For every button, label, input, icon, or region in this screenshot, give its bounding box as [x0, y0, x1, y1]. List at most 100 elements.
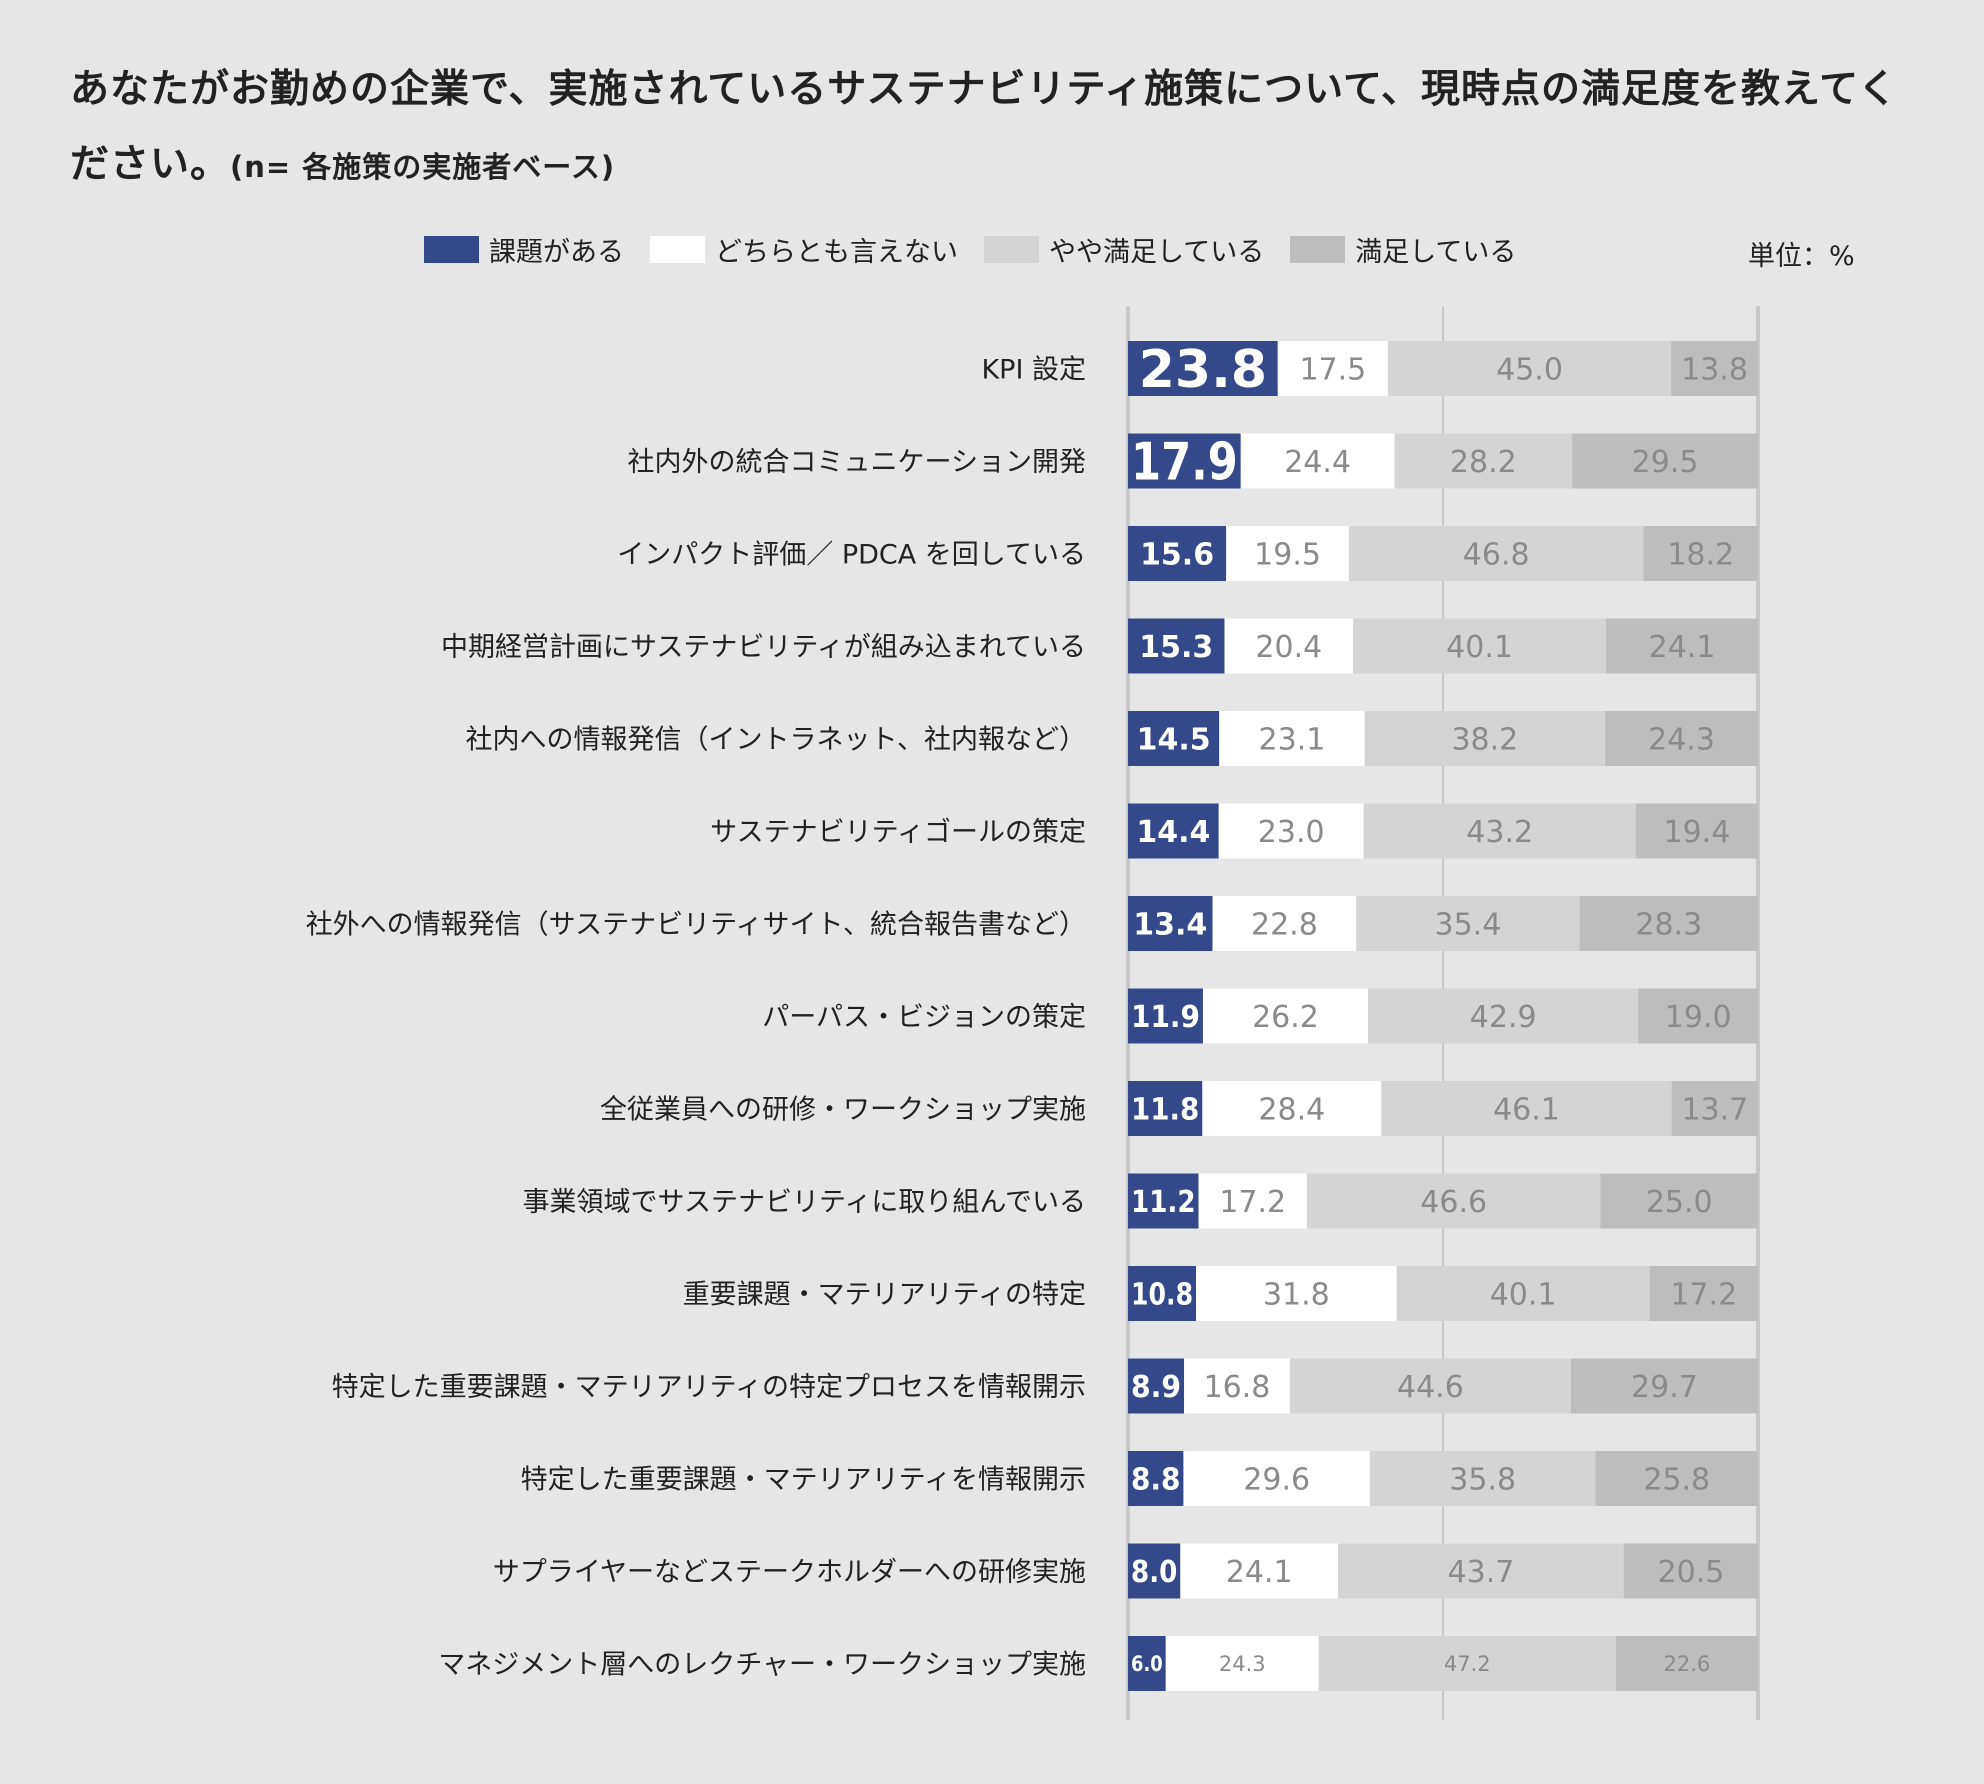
category-label: 特定した重要課題・マテリアリティの特定プロセスを情報開示	[332, 1372, 1086, 1403]
value-label-somewhat-satisfied: 46.1	[1493, 1092, 1560, 1127]
chart-title-note: (n= 各施策の実施者ベース)	[230, 150, 616, 184]
value-label-somewhat-satisfied: 42.9	[1470, 1000, 1537, 1035]
value-label-issue: 8.9	[1131, 1370, 1181, 1405]
category-label: 特定した重要課題・マテリアリティを情報開示	[521, 1465, 1086, 1496]
value-label-neutral: 24.3	[1219, 1652, 1266, 1676]
value-label-satisfied: 20.5	[1658, 1555, 1725, 1590]
value-label-satisfied: 19.0	[1665, 1000, 1732, 1035]
legend-swatch-issue	[424, 236, 479, 263]
bar-segment-somewhat-satisfied	[1381, 1081, 1672, 1136]
category-label: 社内外の統合コミュニケーション開発	[628, 447, 1086, 478]
value-label-satisfied: 29.5	[1632, 445, 1699, 480]
category-label: KPI 設定	[981, 355, 1086, 386]
bar-row: インパクト評価／ PDCA を回している 15.6 19.5 46.8 18.2	[617, 526, 1758, 581]
bar-segment-neutral	[1180, 1543, 1338, 1599]
bar-segment-somewhat-satisfied	[1338, 1543, 1624, 1599]
bar-segment-neutral	[1226, 526, 1349, 581]
bar-segment-neutral	[1202, 1081, 1382, 1136]
value-label-issue: 17.9	[1131, 433, 1238, 493]
bar-row: 重要課題・マテリアリティの特定 10.8 31.8 40.1 17.2	[683, 1266, 1758, 1321]
legend-label-satisfied: 満足している	[1355, 237, 1517, 268]
value-label-somewhat-satisfied: 35.8	[1449, 1462, 1516, 1497]
bar-row: 事業領域でサステナビリティに取り組んでいる 11.2 17.2 46.6 25.0	[523, 1173, 1758, 1229]
bar-row: KPI 設定 23.8 17.5 45.0 13.8	[981, 340, 1758, 400]
value-label-somewhat-satisfied: 44.6	[1397, 1370, 1464, 1405]
value-label-somewhat-satisfied: 38.2	[1451, 722, 1518, 757]
value-label-somewhat-satisfied: 43.2	[1466, 815, 1533, 850]
bar-segment-issue	[1128, 433, 1241, 489]
bar-segment-issue	[1128, 618, 1225, 674]
bar-segment-somewhat-satisfied	[1369, 1451, 1596, 1506]
value-label-neutral: 19.5	[1254, 537, 1321, 572]
bar-segment-neutral	[1224, 618, 1354, 674]
bar-segment-somewhat-satisfied	[1353, 618, 1607, 674]
legend: 課題がある どちらとも言えない やや満足している 満足している	[424, 230, 1542, 269]
value-label-somewhat-satisfied: 40.1	[1490, 1277, 1557, 1312]
value-label-satisfied: 25.0	[1646, 1185, 1713, 1220]
bar-segment-somewhat-satisfied	[1363, 803, 1636, 859]
legend-item-issue: 課題がある	[424, 230, 624, 269]
bar-segment-neutral	[1277, 341, 1388, 396]
bar-segment-satisfied	[1595, 1451, 1758, 1506]
value-label-issue: 23.8	[1139, 340, 1267, 400]
value-label-somewhat-satisfied: 35.4	[1435, 907, 1502, 942]
bar-segment-satisfied	[1572, 433, 1758, 489]
bar-segment-issue	[1128, 341, 1278, 396]
bar-segment-somewhat-satisfied	[1306, 1173, 1601, 1229]
value-label-somewhat-satisfied: 46.6	[1420, 1185, 1487, 1220]
bar-row: サステナビリティゴールの策定 14.4 23.0 43.2 19.4	[710, 803, 1758, 859]
value-label-somewhat-satisfied: 43.7	[1448, 1555, 1515, 1590]
value-label-somewhat-satisfied: 28.2	[1450, 445, 1517, 480]
bar-segment-somewhat-satisfied	[1368, 988, 1639, 1044]
bar-row: マネジメント層へのレクチャー・ワークショップ実施 6.0 24.3 47.2 22.6	[438, 1636, 1758, 1691]
value-label-neutral: 26.2	[1252, 1000, 1319, 1035]
bar-segment-satisfied	[1605, 711, 1758, 766]
value-label-neutral: 23.0	[1258, 815, 1325, 850]
value-label-issue: 15.6	[1140, 537, 1214, 572]
value-label-satisfied: 24.3	[1648, 722, 1715, 757]
category-label: 社内への情報発信（イントラネット、社内報など）	[466, 725, 1086, 756]
legend-item-neutral: どちらとも言えない	[650, 230, 958, 269]
value-label-satisfied: 13.7	[1681, 1092, 1748, 1127]
bar-segment-issue	[1128, 803, 1219, 859]
bar-segment-neutral	[1183, 1451, 1370, 1506]
category-label: パーパス・ビジョンの策定	[762, 1002, 1086, 1033]
value-label-issue: 10.8	[1131, 1277, 1193, 1312]
value-label-satisfied: 25.8	[1643, 1462, 1710, 1497]
value-label-neutral: 17.2	[1219, 1185, 1286, 1220]
value-label-neutral: 22.8	[1251, 907, 1318, 942]
legend-item-satisfied: 満足している	[1290, 230, 1516, 269]
bar-segment-somewhat-satisfied	[1289, 1358, 1571, 1414]
value-label-issue: 11.2	[1131, 1185, 1196, 1220]
value-label-issue: 11.8	[1131, 1092, 1199, 1127]
value-label-neutral: 31.8	[1263, 1277, 1330, 1312]
bar-segment-neutral	[1165, 1636, 1319, 1691]
value-label-somewhat-satisfied: 47.2	[1444, 1652, 1491, 1676]
legend-swatch-satisfied	[1290, 236, 1346, 263]
category-label: 中期経営計画にサステナビリティが組み込まれている	[441, 632, 1086, 663]
unit-label: 単位：%	[1748, 241, 1855, 272]
chart-title: あなたがお勤めの企業で、実施されているサステナビリティ施策について、現時点の満足…	[70, 52, 1930, 205]
bar-segment-issue	[1128, 526, 1227, 581]
value-label-satisfied: 18.2	[1667, 537, 1734, 572]
category-label: 社外への情報発信（サステナビリティサイト、統合報告書など）	[306, 910, 1086, 941]
value-label-neutral: 16.8	[1204, 1370, 1271, 1405]
value-label-neutral: 24.4	[1284, 445, 1351, 480]
bar-segment-issue	[1128, 711, 1220, 766]
bar-segment-satisfied	[1606, 618, 1758, 674]
bar-segment-somewhat-satisfied	[1318, 1636, 1616, 1691]
category-label: サステナビリティゴールの策定	[710, 817, 1086, 848]
bar-segment-issue	[1128, 1081, 1203, 1136]
category-label: インパクト評価／ PDCA を回している	[617, 540, 1086, 571]
legend-swatch-neutral	[650, 236, 705, 263]
value-label-somewhat-satisfied: 45.0	[1496, 352, 1563, 387]
bar-row: サプライヤーなどステークホルダーへの研修実施 8.0 24.1 43.7 20.5	[493, 1543, 1758, 1599]
bar-segment-somewhat-satisfied	[1364, 711, 1606, 766]
bar-segment-satisfied	[1615, 1636, 1758, 1691]
bar-segment-issue	[1128, 1636, 1166, 1691]
category-label: マネジメント層へのレクチャー・ワークショップ実施	[438, 1650, 1086, 1681]
bar-segment-satisfied	[1671, 1081, 1758, 1136]
bar-segment-issue	[1128, 988, 1203, 1044]
bar-segment-issue	[1128, 1543, 1181, 1599]
